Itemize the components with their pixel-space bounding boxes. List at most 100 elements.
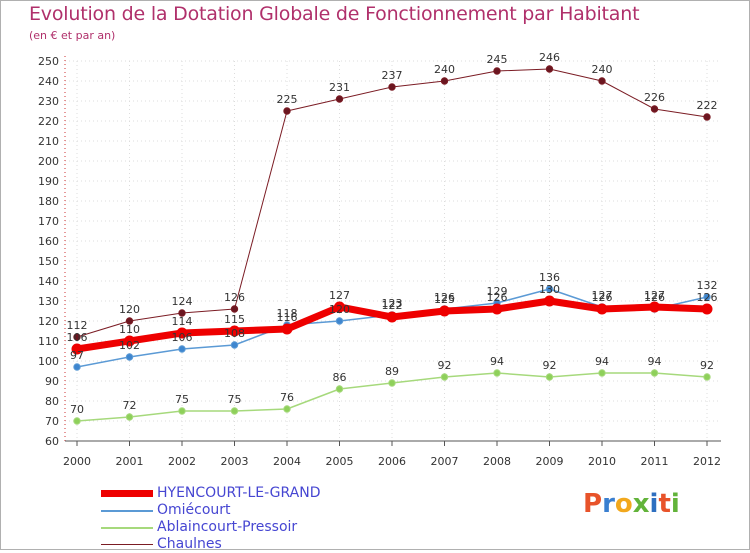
data-label-ablaincourt-pressoir: 94 bbox=[595, 355, 609, 368]
x-tick-label: 2001 bbox=[116, 455, 144, 468]
data-point-omi-court bbox=[703, 293, 711, 301]
data-label-hyencourt-le-grand: 126 bbox=[592, 291, 613, 304]
y-tick-label: 180 bbox=[38, 195, 59, 208]
data-label-chaulnes: 120 bbox=[119, 303, 140, 316]
data-label-ablaincourt-pressoir: 86 bbox=[333, 371, 347, 384]
legend-label-omiecourt: Omiécourt bbox=[157, 502, 231, 518]
data-label-ablaincourt-pressoir: 75 bbox=[175, 393, 189, 406]
y-tick-label: 60 bbox=[45, 435, 59, 448]
data-label-omi-court: 129 bbox=[487, 285, 508, 298]
logo-letter: i bbox=[649, 489, 659, 519]
data-label-hyencourt-le-grand: 127 bbox=[329, 289, 350, 302]
data-label-ablaincourt-pressoir: 92 bbox=[438, 359, 452, 372]
data-point-hyencourt-le-grand bbox=[491, 303, 503, 315]
y-tick-label: 190 bbox=[38, 175, 59, 188]
data-label-omi-court: 102 bbox=[119, 339, 140, 352]
axes: 60 70 80 90 100 110 120 130 140 150 160 170 180 190 20… bbox=[38, 55, 721, 468]
data-point-chaulnes bbox=[545, 65, 554, 73]
data-point-chaulnes bbox=[440, 77, 449, 85]
data-point-chaulnes bbox=[598, 77, 606, 85]
y-tick-label: 250 bbox=[38, 55, 59, 68]
y-tick-label: 240 bbox=[38, 75, 59, 88]
x-tick-label: 2010 bbox=[588, 455, 616, 468]
logo-letter: P bbox=[583, 489, 603, 519]
data-label-chaulnes: 245 bbox=[487, 53, 508, 66]
proxiti-logo: Proxiti bbox=[583, 489, 680, 519]
y-tick-label: 100 bbox=[38, 355, 59, 368]
y-tick-label: 130 bbox=[38, 295, 59, 308]
data-label-omi-court: 127 bbox=[592, 289, 613, 302]
data-label-chaulnes: 246 bbox=[539, 51, 560, 64]
data-label-hyencourt-le-grand: 122 bbox=[382, 299, 403, 312]
x-tick-label: 2008 bbox=[483, 455, 511, 468]
data-label-hyencourt-le-grand: 130 bbox=[539, 283, 560, 296]
data-label-chaulnes: 237 bbox=[382, 69, 403, 82]
data-point-hyencourt-le-grand bbox=[281, 323, 293, 335]
x-tick-label: 2006 bbox=[378, 455, 406, 468]
chart-subtitle: (en € et par an) bbox=[29, 29, 116, 42]
data-point-ablaincourt-pressoir bbox=[703, 373, 711, 381]
data-point-hyencourt-le-grand bbox=[334, 301, 345, 313]
data-point-ablaincourt-pressoir bbox=[440, 373, 449, 381]
data-point-chaulnes bbox=[650, 105, 659, 113]
data-point-omi-court bbox=[230, 341, 239, 349]
data-label-omi-court: 108 bbox=[224, 327, 245, 340]
data-label-omi-court: 126 bbox=[434, 291, 455, 304]
data-label-hyencourt-le-grand: 116 bbox=[277, 311, 298, 324]
data-label-omi-court: 126 bbox=[644, 291, 665, 304]
data-point-hyencourt-le-grand bbox=[544, 295, 555, 307]
data-label-omi-court: 118 bbox=[277, 307, 298, 320]
data-label-chaulnes: 112 bbox=[67, 319, 88, 332]
data-point-hyencourt-le-grand bbox=[229, 325, 240, 337]
data-label-ablaincourt-pressoir: 92 bbox=[543, 359, 557, 372]
legend-label-ablaincourt: Ablaincourt-Pressoir bbox=[157, 519, 298, 535]
data-point-ablaincourt-pressoir bbox=[388, 379, 396, 387]
data-point-hyencourt-le-grand bbox=[649, 301, 660, 313]
data-label-hyencourt-le-grand: 106 bbox=[67, 331, 88, 344]
data-point-ablaincourt-pressoir bbox=[335, 385, 344, 393]
x-tick-label: 2012 bbox=[693, 455, 721, 468]
y-tick-label: 160 bbox=[38, 235, 59, 248]
data-label-hyencourt-le-grand: 110 bbox=[119, 323, 140, 336]
data-label-ablaincourt-pressoir: 75 bbox=[228, 393, 242, 406]
data-point-chaulnes bbox=[703, 113, 711, 121]
data-label-chaulnes: 226 bbox=[644, 91, 665, 104]
data-point-chaulnes bbox=[283, 107, 291, 115]
data-point-chaulnes bbox=[335, 95, 344, 103]
y-tick-label: 110 bbox=[38, 335, 59, 348]
data-point-ablaincourt-pressoir bbox=[493, 369, 501, 377]
data-point-chaulnes bbox=[73, 333, 81, 341]
data-label-omi-court: 136 bbox=[539, 271, 560, 284]
data-label-ablaincourt-pressoir: 94 bbox=[648, 355, 662, 368]
y-tick-label: 80 bbox=[45, 395, 59, 408]
data-label-omi-court: 132 bbox=[697, 279, 718, 292]
logo-letter: t bbox=[658, 489, 671, 519]
legend-label-chaulnes: Chaulnes bbox=[157, 536, 222, 552]
x-tick-label: 2004 bbox=[273, 455, 301, 468]
data-point-chaulnes bbox=[493, 67, 501, 75]
x-tick-label: 2007 bbox=[431, 455, 459, 468]
data-point-ablaincourt-pressoir bbox=[283, 405, 291, 413]
x-tick-label: 2003 bbox=[221, 455, 249, 468]
logo-letter: r bbox=[602, 489, 615, 519]
data-label-chaulnes: 124 bbox=[172, 295, 193, 308]
data-label-chaulnes: 240 bbox=[434, 63, 455, 76]
data-point-ablaincourt-pressoir bbox=[650, 369, 659, 377]
y-tick-label: 70 bbox=[45, 415, 59, 428]
logo-letter: o bbox=[614, 489, 633, 519]
data-point-hyencourt-le-grand bbox=[176, 327, 188, 339]
data-label-ablaincourt-pressoir: 92 bbox=[700, 359, 714, 372]
data-label-chaulnes: 225 bbox=[277, 93, 298, 106]
data-point-hyencourt-le-grand bbox=[701, 303, 713, 315]
y-tick-label: 200 bbox=[38, 155, 59, 168]
y-tick-label: 210 bbox=[38, 135, 59, 148]
data-point-hyencourt-le-grand bbox=[386, 311, 398, 323]
data-label-chaulnes: 231 bbox=[329, 81, 350, 94]
x-tick-label: 2009 bbox=[536, 455, 564, 468]
chart-title: Evolution de la Dotation Globale de Fonc… bbox=[29, 3, 640, 25]
data-point-ablaincourt-pressoir bbox=[545, 373, 554, 381]
legend-swatch-chaulnes bbox=[101, 544, 153, 545]
data-point-omi-court bbox=[125, 353, 134, 361]
